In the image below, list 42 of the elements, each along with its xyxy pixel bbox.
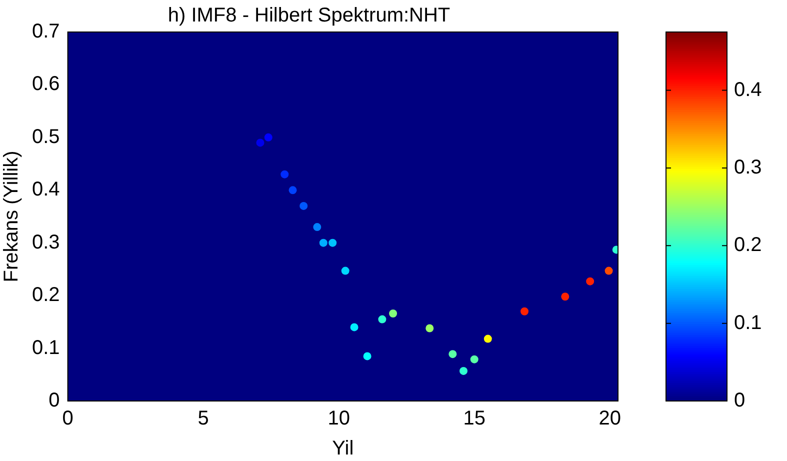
y-tick-label: 0.2	[32, 284, 60, 306]
point	[341, 266, 350, 275]
y-tick-label: 0.5	[32, 126, 60, 148]
point	[264, 133, 272, 142]
color-bar-label: 0.4	[734, 78, 762, 101]
y-axis-title: Frekans (Yillik)	[0, 150, 23, 282]
y-tick-label: 0.3	[32, 231, 60, 254]
color-bar-label: 0.2	[734, 234, 762, 256]
point	[426, 324, 434, 332]
point	[280, 170, 289, 178]
point	[470, 355, 478, 364]
point	[460, 366, 468, 375]
x-tick-label: 15	[463, 408, 486, 430]
point	[389, 309, 398, 318]
color-bar-label: 0.3	[734, 156, 762, 178]
y-tick-label: 0.1	[32, 336, 60, 359]
color-bar-label: 0	[734, 390, 746, 412]
x-tick-label: 5	[198, 408, 209, 430]
chart-title: h) IMF8 - Hilbert Spektrum:NHT	[168, 4, 450, 27]
point	[350, 323, 358, 332]
x-axis-title: Yil	[332, 438, 354, 460]
y-tick-label: 0.6	[32, 73, 60, 96]
y-tick-label: 0.4	[32, 178, 60, 201]
point	[313, 223, 322, 232]
point	[484, 334, 492, 343]
point	[319, 238, 328, 247]
y-tick-label: 0.7	[32, 20, 60, 43]
point	[448, 350, 457, 358]
point	[520, 307, 528, 316]
point	[300, 202, 308, 210]
point	[561, 292, 570, 301]
point	[586, 277, 594, 286]
x-tick-label: 20	[598, 408, 621, 430]
x-tick-label: 10	[328, 408, 350, 430]
point	[604, 266, 613, 275]
point	[328, 238, 337, 247]
point	[378, 315, 386, 324]
point	[288, 186, 297, 194]
color-bar-label: 0.1	[734, 312, 762, 334]
point	[363, 352, 372, 360]
point	[256, 138, 264, 147]
y-tick-label: 0	[48, 390, 60, 412]
